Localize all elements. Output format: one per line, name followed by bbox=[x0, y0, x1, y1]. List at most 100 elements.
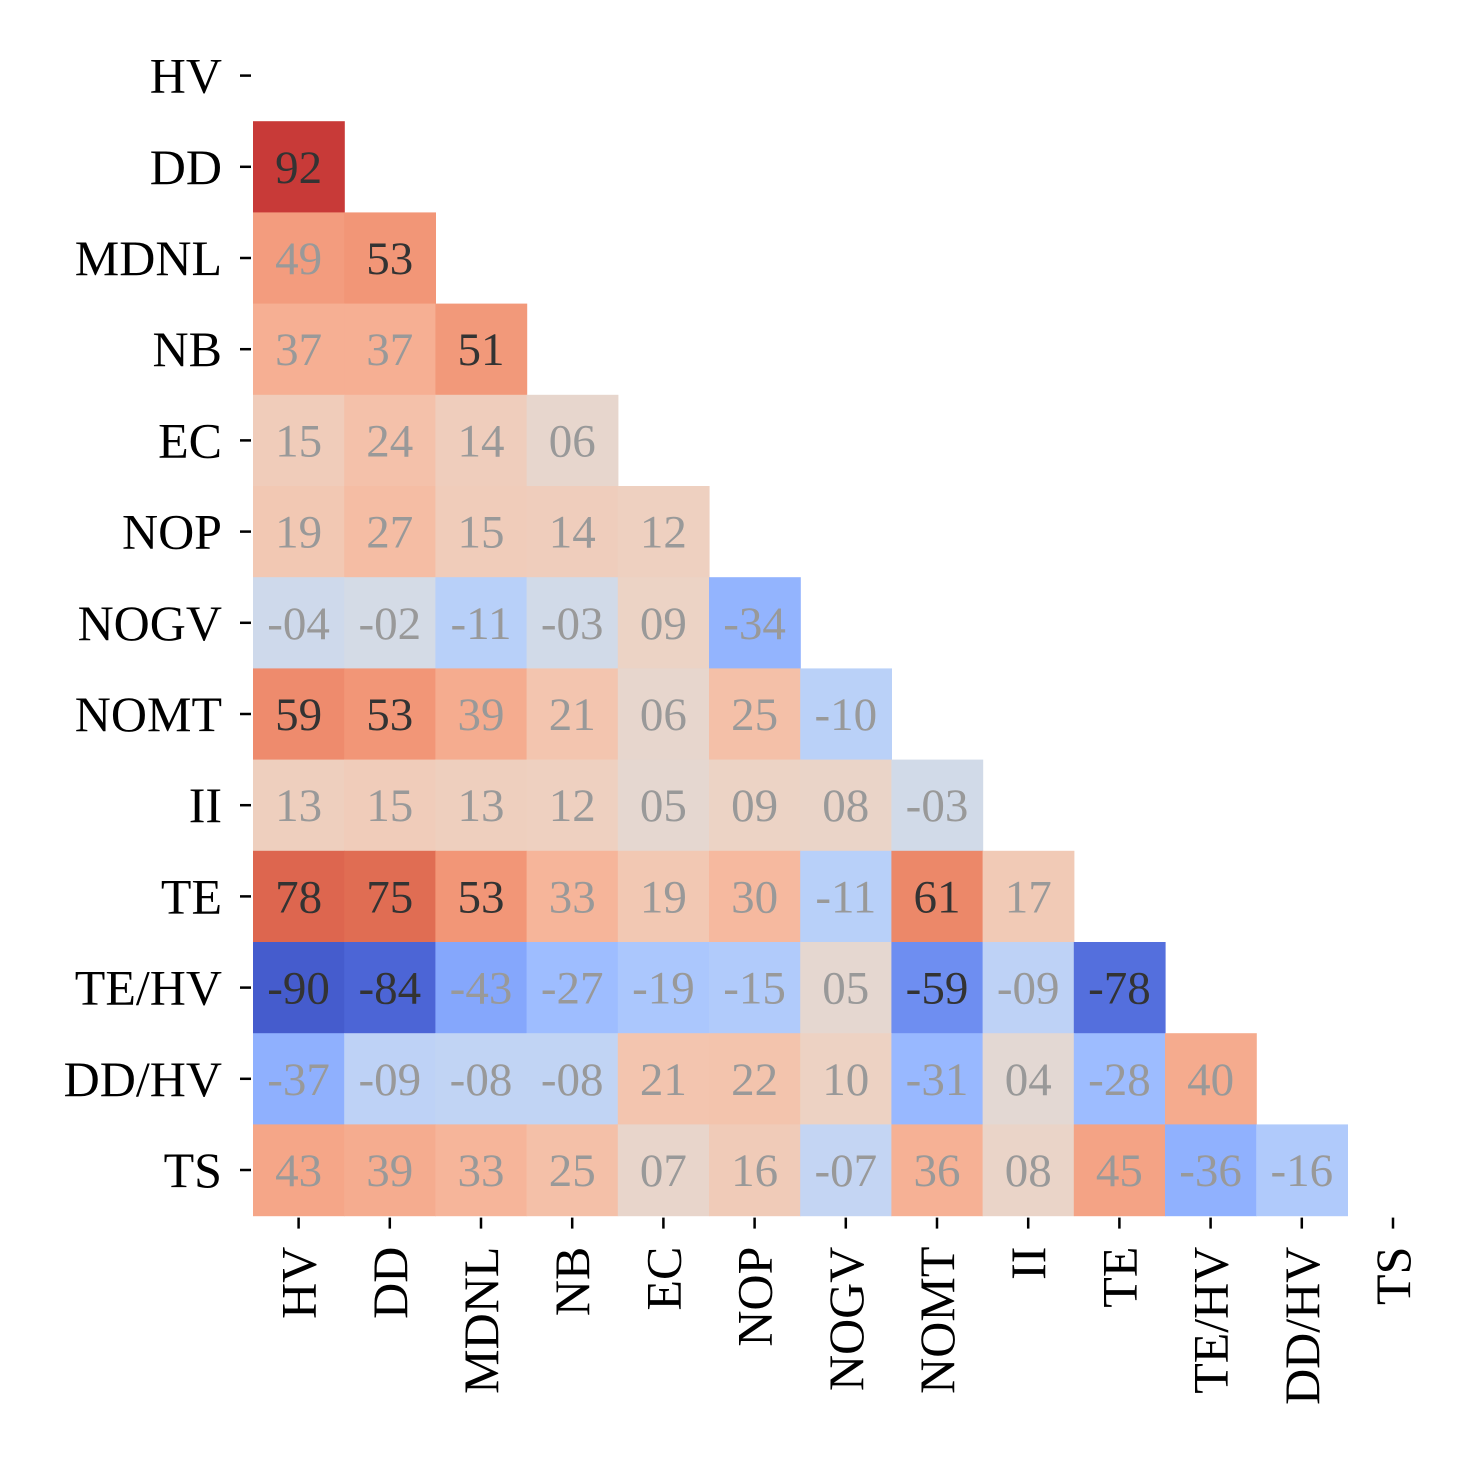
cell-label-nb-dd: 37 bbox=[366, 324, 413, 376]
cell-label-nomt-ec: 06 bbox=[640, 689, 687, 741]
cell-label-te-dd: 75 bbox=[366, 871, 413, 923]
cell-te-hv-mdnl bbox=[435, 942, 528, 1034]
cell-te-hv-ec bbox=[617, 942, 710, 1034]
cell-dd-hv-te-hv bbox=[1165, 1033, 1257, 1125]
cell-label-te-nogv: -11 bbox=[815, 871, 876, 923]
cell-ec-nb bbox=[526, 394, 619, 487]
cell-te-nomt bbox=[891, 850, 984, 943]
cell-label-nop-nb: 14 bbox=[549, 507, 596, 559]
cell-ec-dd bbox=[344, 394, 436, 487]
cell-label-te-hv-nb: -27 bbox=[541, 963, 604, 1015]
cell-label-ec-mdnl: 14 bbox=[458, 415, 505, 467]
cell-label-nomt-mdnl: 39 bbox=[458, 689, 505, 741]
cell-mdnl-dd bbox=[344, 212, 436, 305]
cell-nogv-hv bbox=[253, 577, 345, 669]
cell-label-dd-hv-ii: 04 bbox=[1005, 1054, 1052, 1106]
cell-te-ec bbox=[617, 850, 710, 943]
cell-te-hv-ii bbox=[982, 942, 1075, 1034]
cell-label-dd-hv-nop: 22 bbox=[731, 1054, 778, 1106]
cell-label-te-nop: 30 bbox=[731, 871, 778, 923]
cell-ts-te bbox=[1073, 1124, 1166, 1217]
cell-ts-nomt bbox=[891, 1124, 984, 1217]
cell-label-dd-hv-te: -28 bbox=[1088, 1054, 1151, 1106]
cell-label-te-hv-ec: -19 bbox=[632, 963, 695, 1015]
cell-label-ts-dd: 39 bbox=[366, 1145, 413, 1197]
x-tick-label-ii: II bbox=[1000, 1247, 1056, 1280]
cell-label-te-hv-hv: -90 bbox=[267, 963, 330, 1015]
cell-label-dd-hv-nogv: 10 bbox=[822, 1054, 869, 1106]
cell-label-nomt-nogv: -10 bbox=[814, 689, 877, 741]
cell-label-nogv-ec: 09 bbox=[640, 598, 687, 650]
cell-ts-dd-hv bbox=[1256, 1124, 1348, 1217]
cell-te-hv-dd bbox=[344, 942, 436, 1034]
cell-ts-dd bbox=[344, 1124, 436, 1217]
cell-label-te-hv: 78 bbox=[275, 871, 322, 923]
cell-label-dd-hv-ec: 21 bbox=[640, 1054, 687, 1106]
cell-dd-hv bbox=[253, 121, 345, 213]
cell-label-ii-hv: 13 bbox=[275, 780, 322, 832]
cell-label-ii-nomt: -03 bbox=[906, 780, 969, 832]
x-tick-label-mdnl: MDNL bbox=[453, 1247, 509, 1394]
cell-ts-nop bbox=[709, 1124, 801, 1217]
cell-label-ec-hv: 15 bbox=[275, 415, 322, 467]
cell-label-nomt-nop: 25 bbox=[731, 689, 778, 741]
cell-label-ts-te-hv: -36 bbox=[1179, 1145, 1242, 1197]
cell-nop-dd bbox=[344, 486, 436, 578]
cell-label-ts-ii: 08 bbox=[1005, 1145, 1052, 1197]
cell-nogv-nop bbox=[709, 577, 801, 669]
y-tick-label-ts: TS bbox=[164, 1142, 222, 1198]
y-tick-label-nb: NB bbox=[153, 321, 222, 377]
cell-ts-nogv bbox=[800, 1124, 892, 1217]
x-tick-label-nomt: NOMT bbox=[909, 1247, 965, 1394]
cell-nb-mdnl bbox=[435, 303, 528, 396]
cell-nomt-nb bbox=[526, 668, 619, 761]
cell-label-ts-hv: 43 bbox=[275, 1145, 322, 1197]
cell-label-te-hv-mdnl: -43 bbox=[450, 963, 513, 1015]
cell-label-ts-nomt: 36 bbox=[914, 1145, 961, 1197]
cell-ec-hv bbox=[253, 394, 345, 487]
y-tick-label-ec: EC bbox=[158, 412, 222, 468]
cell-label-nomt-nb: 21 bbox=[549, 689, 596, 741]
cell-dd-hv-mdnl bbox=[435, 1033, 528, 1125]
cell-ts-ec bbox=[617, 1124, 710, 1217]
x-tick-label-te: TE bbox=[1091, 1247, 1147, 1308]
cell-label-te-hv-nomt: -59 bbox=[906, 963, 969, 1015]
cell-mdnl-hv bbox=[253, 212, 345, 305]
cell-label-te-ii: 17 bbox=[1005, 871, 1052, 923]
cell-ts-te-hv bbox=[1165, 1124, 1257, 1217]
cell-label-ts-te: 45 bbox=[1096, 1145, 1143, 1197]
cell-dd-hv-nop bbox=[709, 1033, 801, 1125]
cell-label-ii-dd: 15 bbox=[366, 780, 413, 832]
y-tick-label-te: TE bbox=[161, 868, 222, 924]
y-tick-label-dd-hv: DD/HV bbox=[64, 1051, 222, 1107]
cell-dd-hv-hv bbox=[253, 1033, 345, 1125]
cell-label-ii-nop: 09 bbox=[731, 780, 778, 832]
cell-label-te-mdnl: 53 bbox=[458, 871, 505, 923]
cell-label-ts-mdnl: 33 bbox=[458, 1145, 505, 1197]
cell-label-te-nb: 33 bbox=[549, 871, 596, 923]
cell-label-mdnl-hv: 49 bbox=[275, 233, 322, 285]
cell-label-ii-mdnl: 13 bbox=[458, 780, 505, 832]
cell-dd-hv-nogv bbox=[800, 1033, 892, 1125]
cell-ii-nomt bbox=[891, 759, 984, 852]
y-tick-label-nop: NOP bbox=[122, 504, 222, 560]
cell-label-nop-ec: 12 bbox=[640, 507, 687, 559]
cell-ii-dd bbox=[344, 759, 436, 852]
cell-label-nomt-hv: 59 bbox=[275, 689, 322, 741]
cell-ii-ec bbox=[617, 759, 710, 852]
cell-label-dd-hv-dd: -09 bbox=[358, 1054, 421, 1106]
cell-label-te-hv-te: -78 bbox=[1088, 963, 1151, 1015]
cell-ii-hv bbox=[253, 759, 345, 852]
y-tick-label-nogv: NOGV bbox=[78, 595, 222, 651]
cell-dd-hv-nb bbox=[526, 1033, 619, 1125]
cell-te-nogv bbox=[800, 850, 892, 943]
cell-label-nb-hv: 37 bbox=[275, 324, 322, 376]
cell-label-ts-ec: 07 bbox=[640, 1145, 687, 1197]
cell-nogv-nb bbox=[526, 577, 619, 669]
cell-te-hv-hv bbox=[253, 942, 345, 1034]
cell-label-nogv-mdnl: -11 bbox=[451, 598, 512, 650]
cell-label-te-hv-nop: -15 bbox=[723, 963, 786, 1015]
cell-dd-hv-te bbox=[1073, 1033, 1166, 1125]
x-tick-label-nop: NOP bbox=[727, 1247, 783, 1347]
cell-label-dd-hv: 92 bbox=[275, 142, 322, 194]
